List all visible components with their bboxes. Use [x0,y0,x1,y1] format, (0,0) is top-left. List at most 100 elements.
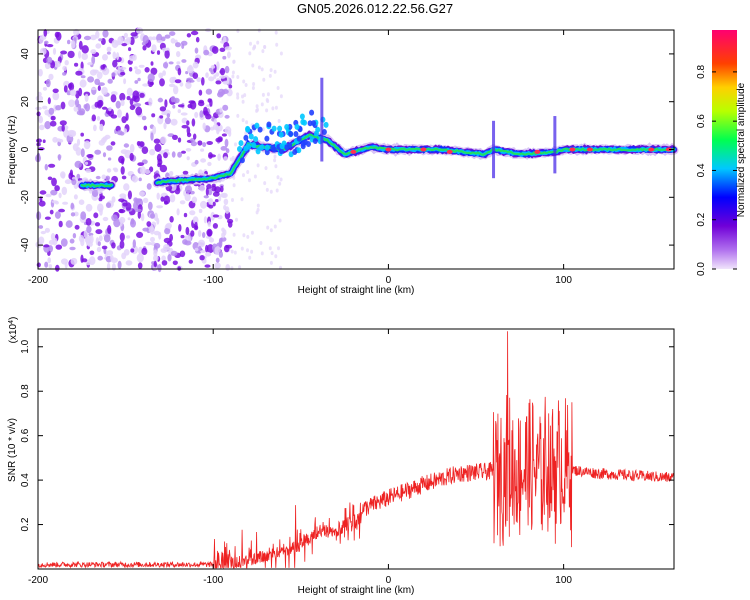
noise-speck [62,201,69,205]
noise-speck [198,230,202,237]
noise-speck [129,98,134,106]
ridge-blob [248,133,254,140]
noise-speck [39,190,47,195]
noise-speck [102,152,107,158]
noise-speck [148,97,153,107]
noise-speck [91,55,96,65]
noise-speck [253,174,257,179]
noise-speck [111,39,119,48]
noise-speck [62,65,68,71]
noise-speck [172,260,178,266]
noise-speck [198,89,203,96]
ridge-blob [311,120,317,127]
noise-speck [273,224,277,229]
noise-speck [161,255,166,261]
x-tick-label: 100 [555,275,572,286]
noise-speck [169,170,174,177]
noise-speck [172,134,178,140]
y-tick-label: -40 [20,237,31,252]
noise-speck [207,229,212,237]
noise-speck [159,78,165,87]
noise-speck [93,212,99,219]
noise-speck [164,227,171,235]
noise-speck [91,188,99,198]
noise-speck [183,212,188,218]
ridge-blob [258,144,264,151]
noise-speck [163,122,167,130]
noise-speck [80,148,85,158]
spectrogram-content [35,27,679,273]
ridge-blob [237,146,242,152]
noise-speck [63,85,68,93]
noise-speck [54,211,61,219]
noise-speck [153,255,159,262]
ridge-blob [296,135,302,142]
noise-speck [273,158,277,163]
noise-speck [269,68,273,73]
noise-speck [181,124,189,129]
noise-speck [120,71,126,76]
noise-speck [227,51,231,59]
noise-speck [232,232,236,237]
noise-speck [64,60,69,66]
noise-speck [88,256,96,266]
noise-speck [177,104,185,108]
noise-speck [36,211,42,221]
x-tick-label: 0 [386,575,392,586]
ridge-blob [277,125,283,132]
noise-speck [170,250,178,257]
noise-speck [115,100,121,109]
noise-speck [192,216,199,225]
noise-speck [130,32,138,37]
noise-speck [120,166,125,175]
noise-speck [48,107,55,115]
noise-speck [53,60,61,68]
noise-speck [193,133,197,140]
noise-speck [153,249,158,257]
noise-speck [274,164,278,169]
noise-speck [221,89,229,95]
noise-speck [198,101,205,107]
noise-speck [67,129,75,138]
noise-speck [134,68,142,75]
noise-speck [200,200,207,209]
snr-x-label: Height of straight line (km) [298,585,415,596]
noise-speck [251,63,255,68]
noise-speck [150,236,155,243]
noise-speck [49,120,57,127]
noise-speck [74,62,79,67]
ridge-blob [293,131,299,137]
ridge-blob [266,121,272,128]
noise-speck [176,208,180,216]
noise-speck [252,82,256,86]
noise-speck [255,104,259,109]
noise-speck [94,222,101,227]
ridge-hotspot [534,149,541,154]
noise-speck [274,30,278,35]
noise-speck [211,185,217,192]
noise-speck [138,64,145,68]
noise-speck [101,86,108,95]
noise-speck [80,61,84,70]
noise-speck [143,125,148,131]
noise-speck [112,51,117,60]
ridge-blob [288,130,294,137]
noise-speck [266,92,270,97]
noise-speck [38,225,44,229]
noise-speck [200,148,205,152]
noise-speck [163,61,169,69]
noise-speck [86,154,94,158]
ridge-blob [238,140,244,147]
noise-speck [169,76,176,84]
figure-title: GN05.2026.012.22.56.G27 [297,1,453,16]
spectrogram-ridge [77,77,679,192]
noise-speck [262,77,266,82]
noise-speck [212,201,216,207]
noise-speck [70,212,76,217]
noise-speck [126,235,131,239]
noise-speck [146,221,152,227]
noise-speck [95,175,101,180]
noise-speck [67,83,73,89]
noise-speck [64,179,72,185]
noise-speck [223,198,229,205]
